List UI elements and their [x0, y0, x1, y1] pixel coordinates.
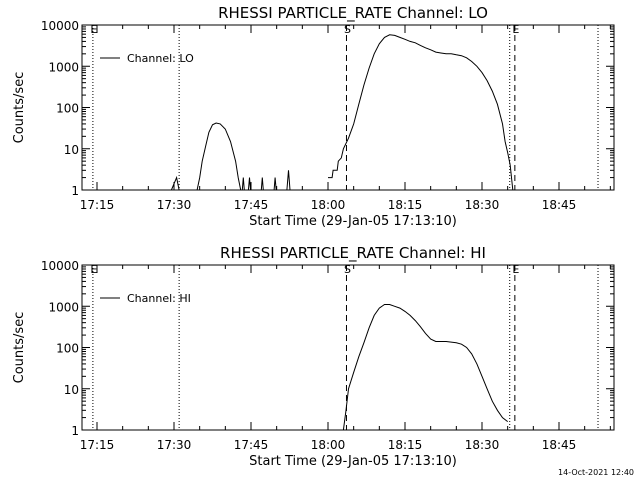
hi-y-tick-label: 10000 — [41, 259, 79, 273]
hi-channel-panel: RHESSI PARTICLE_RATE Channel: HI 17:15 17:… — [12, 244, 615, 469]
hi-legend-label: Channel: HI — [127, 292, 191, 305]
hi-marker-label: S — [344, 263, 351, 276]
hi-x-tick-label: 17:15 — [80, 438, 115, 452]
lo-series-line — [196, 122, 242, 191]
hi-x-tick-label: 18:00 — [311, 438, 346, 452]
lo-x-axis-label: Start Time (29-Jan-05 17:13:10) — [249, 214, 457, 229]
lo-y-tick-label: 100 — [56, 102, 79, 116]
lo-x-tick-label: 18:45 — [542, 198, 577, 212]
lo-y-tick-label: 10000 — [41, 19, 79, 33]
lo-y-tick-label: 1000 — [48, 60, 79, 74]
lo-marker-label: E — [512, 23, 519, 36]
hi-plot-frame — [81, 264, 615, 431]
hi-y-tick-label: 10 — [64, 383, 79, 397]
lo-x-tick-label: 17:30 — [157, 198, 192, 212]
lo-marker-label: E — [90, 23, 97, 36]
hi-y-tick-label: 1000 — [48, 300, 79, 314]
lo-legend-label: Channel: LO — [127, 52, 194, 65]
lo-series-line — [247, 177, 251, 191]
lo-series-line — [241, 177, 245, 191]
lo-marker-label: S — [344, 23, 351, 36]
lo-x-tick-label: 17:45 — [234, 198, 269, 212]
hi-y-axis-label: Counts/sec — [12, 312, 27, 384]
lo-y-axis-label: Counts/sec — [12, 72, 27, 144]
hi-marker-label: E — [512, 263, 519, 276]
hi-x-axis-label: Start Time (29-Jan-05 17:13:10) — [249, 454, 457, 469]
hi-x-tick-label: 17:45 — [234, 438, 269, 452]
lo-series-line — [328, 34, 514, 191]
hi-y-tick-label: 1 — [71, 424, 79, 438]
lo-chart-title: RHESSI PARTICLE_RATE Channel: LO — [218, 4, 488, 23]
lo-series-line — [170, 175, 180, 191]
lo-x-tick-label: 18:30 — [465, 198, 500, 212]
lo-x-tick-label: 18:15 — [388, 198, 423, 212]
lo-y-tick-label: 10 — [64, 143, 79, 157]
lo-channel-panel: RHESSI PARTICLE_RATE Channel: LO 17:15 17:… — [12, 4, 615, 229]
hi-marker-label: E — [90, 263, 97, 276]
hi-series-line — [342, 304, 509, 431]
hi-x-tick-label: 18:45 — [542, 438, 577, 452]
lo-x-tick-label: 17:15 — [80, 198, 115, 212]
lo-series-line — [273, 177, 277, 191]
hi-x-tick-label: 18:15 — [388, 438, 423, 452]
hi-x-tick-label: 17:30 — [157, 438, 192, 452]
hi-y-tick-label: 100 — [56, 342, 79, 356]
hi-chart-title: RHESSI PARTICLE_RATE Channel: HI — [220, 244, 486, 263]
lo-plot-frame — [81, 24, 615, 191]
lo-series-line — [260, 177, 264, 191]
lo-y-tick-label: 1 — [71, 184, 79, 198]
lo-x-tick-label: 18:00 — [311, 198, 346, 212]
timestamp-label: 14-Oct-2021 12:40 — [558, 468, 634, 477]
hi-x-tick-label: 18:30 — [465, 438, 500, 452]
lo-series-line — [286, 170, 291, 191]
